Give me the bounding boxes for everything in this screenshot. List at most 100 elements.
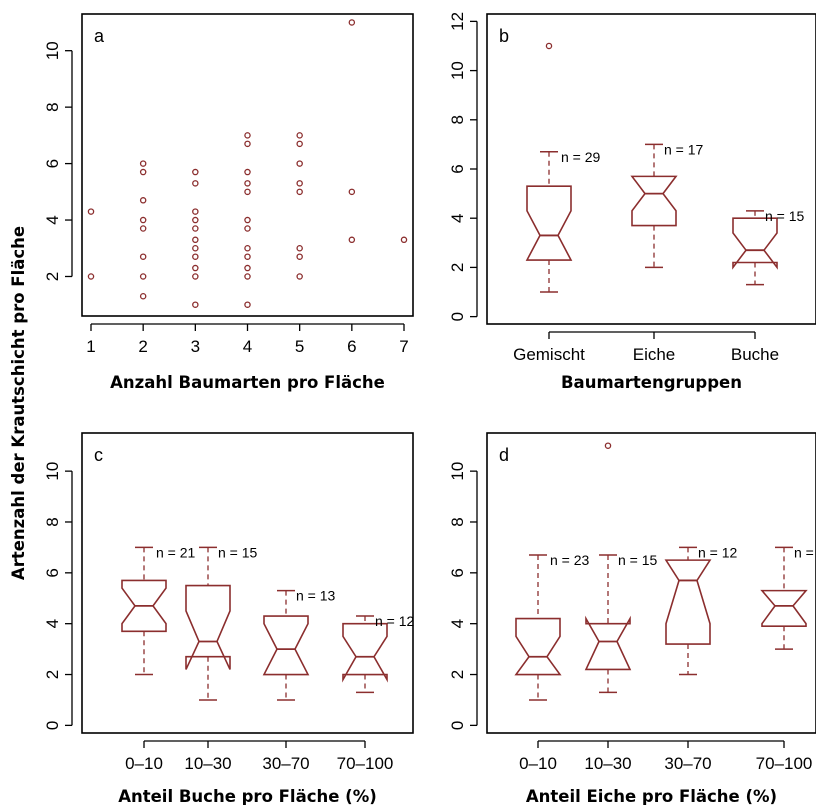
n-label: n = 15 (765, 208, 805, 224)
data-point (192, 225, 199, 232)
y-tick-label: 6 (43, 568, 62, 577)
y-tick-label: 2 (43, 670, 62, 679)
y-tick-label: 6 (43, 159, 62, 168)
x-axis-label: Anteil Buche pro Fläche (%) (118, 787, 377, 805)
box-body (664, 559, 712, 645)
data-point (192, 208, 199, 215)
x-tick-label: 70–100 (337, 754, 394, 773)
y-tick-label: 6 (448, 568, 467, 577)
x-tick-label: 0–10 (125, 754, 163, 773)
data-point (139, 292, 147, 300)
panel-letter: c (94, 445, 103, 465)
data-point (296, 160, 303, 167)
data-point (244, 225, 251, 232)
data-point (348, 236, 356, 244)
data-point (244, 140, 251, 148)
data-point (139, 168, 147, 176)
box-2: n = 15 (584, 442, 658, 694)
data-point (244, 253, 251, 260)
panel-frame (486, 13, 816, 325)
x-axis-label: Anzahl Baumarten pro Fläche (110, 373, 385, 392)
shared-y-axis-label: Artenzahl der Krautschicht pro Fläche (9, 226, 28, 580)
y-tick-label: 8 (43, 102, 62, 111)
x-tick-label: Buche (731, 345, 779, 364)
data-point (139, 216, 147, 224)
data-point (244, 180, 251, 187)
x-tick-label: 10–30 (184, 754, 231, 773)
y-tick-label: 10 (448, 462, 467, 481)
box-body (525, 185, 573, 261)
data-point (192, 301, 199, 308)
box-body (342, 622, 388, 683)
y-tick-label: 6 (448, 164, 467, 173)
box-1: n = 29 (525, 42, 601, 293)
y-tick-label: 0 (448, 312, 467, 321)
data-point (348, 188, 356, 196)
box-1: n = 21 (121, 544, 196, 676)
panel-frame (81, 13, 414, 317)
box-4: n = 12 (342, 613, 415, 694)
outlier-point (604, 442, 612, 449)
n-label: n = 12 (375, 613, 415, 629)
n-label: n = 11 (794, 544, 816, 560)
panel-c: 0 2 4 6 8 10 c Anteil Buche pro Fläche (%) 0–10 n… (43, 432, 415, 805)
box-body (732, 217, 778, 270)
y-tick-label: 4 (448, 213, 467, 222)
box-1: n = 23 (514, 552, 590, 701)
y-tick-label: 0 (448, 721, 467, 730)
data-point (192, 245, 199, 252)
y-tick-label: 10 (448, 61, 467, 80)
box-3: n = 13 (262, 588, 336, 701)
data-point (139, 197, 147, 204)
box-3: n = 12 (664, 544, 738, 676)
box-body (584, 615, 632, 671)
y-tick-label: 2 (448, 263, 467, 272)
n-label: n = 17 (664, 141, 704, 157)
data-point (192, 273, 199, 280)
box-body (185, 584, 231, 670)
n-label: n = 21 (156, 544, 196, 560)
y-tick-label: 4 (43, 215, 62, 224)
y-tick-label: 10 (43, 462, 62, 481)
y-tick-label: 4 (448, 619, 467, 628)
y-tick-label: 8 (448, 115, 467, 124)
box-body (760, 589, 808, 628)
data-point (244, 273, 251, 280)
n-label: n = 13 (296, 588, 336, 604)
y-tick-label: 8 (43, 517, 62, 526)
data-point (244, 216, 251, 224)
data-point (192, 168, 199, 176)
data-point (244, 132, 251, 139)
y-tick-label: 0 (43, 721, 62, 730)
x-tick-label: 30–70 (664, 754, 711, 773)
data-point (296, 180, 303, 187)
n-label: n = 29 (561, 149, 601, 165)
data-point (296, 245, 303, 252)
y-tick-label: 2 (448, 670, 467, 679)
n-label: n = 12 (698, 544, 738, 560)
data-point (139, 225, 147, 232)
x-tick-label: 6 (347, 337, 356, 356)
x-tick-label: 4 (243, 337, 252, 356)
data-point (296, 132, 303, 139)
data-point (139, 273, 147, 280)
box-body (514, 617, 562, 676)
x-tick-label: 5 (295, 337, 304, 356)
panel-letter: d (499, 445, 509, 465)
box-2: n = 15 (185, 544, 258, 701)
n-label: n = 23 (550, 552, 590, 568)
data-point (87, 208, 95, 215)
y-tick-label: 8 (448, 517, 467, 526)
data-point (400, 236, 408, 244)
box-body (262, 615, 310, 676)
x-tick-label: 10–30 (584, 754, 631, 773)
y-tick-label: 2 (43, 272, 62, 281)
data-point (192, 180, 199, 187)
x-tick-label: 30–70 (262, 754, 309, 773)
box-2: n = 17 (630, 141, 704, 269)
data-point (87, 273, 95, 280)
x-tick-label: 0–10 (519, 754, 557, 773)
box-4: n = 11 (760, 544, 816, 650)
